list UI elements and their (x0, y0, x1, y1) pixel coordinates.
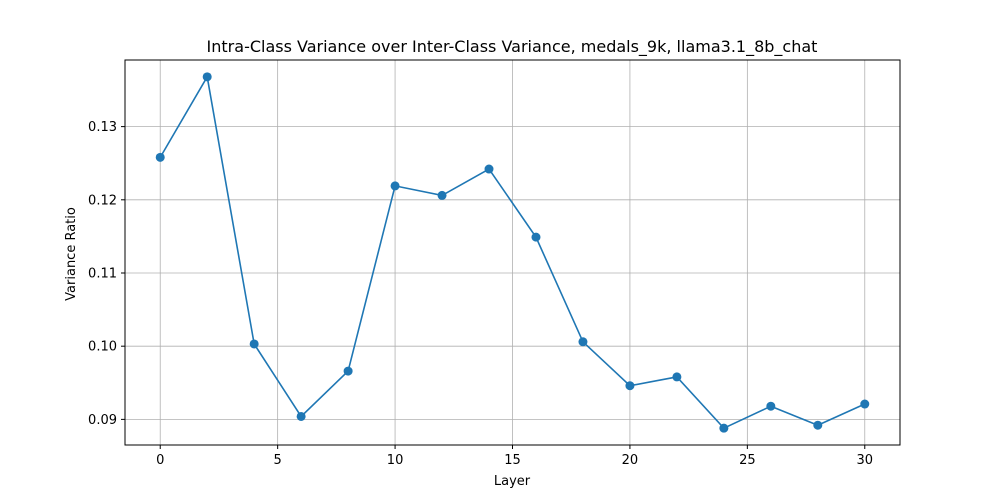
data-point (813, 420, 823, 430)
data-point (719, 423, 729, 433)
y-tick-label: 0.10 (88, 340, 117, 355)
x-axis-label: Layer (494, 474, 531, 489)
data-point (578, 337, 588, 347)
x-tick-label: 30 (856, 453, 873, 468)
x-tick-label: 5 (274, 453, 282, 468)
data-point (202, 72, 212, 82)
grid (125, 60, 900, 445)
data-point (860, 399, 870, 409)
data-point (296, 411, 306, 421)
data-point (155, 152, 165, 162)
y-tick-label: 0.11 (88, 266, 117, 281)
x-tick-label: 10 (387, 453, 404, 468)
x-tick-label: 20 (622, 453, 639, 468)
data-point (766, 401, 776, 411)
data-point (625, 381, 635, 391)
y-axis-label: Variance Ratio (64, 207, 79, 301)
series-layer (155, 72, 870, 433)
axes: 0 5 10 15 20 25 30 0.09 0.10 0.11 0.12 0.13 (88, 59, 901, 468)
chart-title: Intra-Class Variance over Inter-Class Va… (207, 37, 818, 57)
y-tick-label: 0.09 (88, 413, 117, 428)
x-tick-label: 25 (739, 453, 756, 468)
data-point (343, 366, 353, 376)
data-point (484, 164, 494, 174)
data-point (437, 190, 447, 200)
data-point (249, 339, 259, 349)
x-tick-label: 0 (156, 453, 164, 468)
y-tick-label: 0.12 (88, 193, 117, 208)
y-tick-label: 0.13 (88, 120, 117, 135)
data-point (531, 232, 541, 242)
x-tick-label: 15 (504, 453, 521, 468)
series-line (159, 74, 866, 430)
data-point (672, 372, 682, 382)
data-point (390, 181, 400, 191)
